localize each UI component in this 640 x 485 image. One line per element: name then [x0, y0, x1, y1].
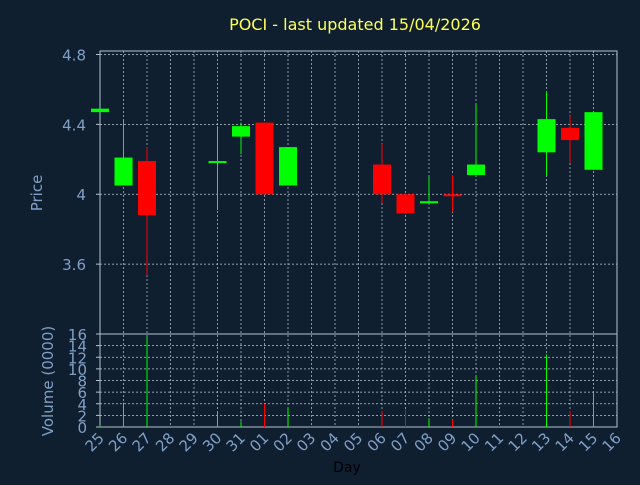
x-tick-label-08: 08	[411, 429, 437, 455]
x-tick-label-16: 16	[599, 429, 625, 455]
volume-tick-label: 10	[68, 361, 87, 379]
x-axis-label: Day	[333, 460, 361, 476]
volume-tick-label: 2	[77, 407, 87, 425]
volume-tick-label: 12	[68, 349, 87, 367]
x-tick-label-13: 13	[528, 429, 554, 455]
chart-title: POCI - last updated 15/04/2026	[229, 15, 481, 34]
x-tick-label-31: 31	[223, 429, 249, 455]
volume-tick-label: 8	[77, 373, 87, 391]
x-tick-label-28: 28	[152, 429, 178, 455]
candle-body-14	[561, 127, 579, 141]
candle-body-15	[584, 112, 603, 170]
price-axis-label: Price	[28, 175, 46, 212]
x-tick-label-03: 03	[293, 429, 319, 455]
plot-layer: 3.644.44.8024681012141625262728293031010…	[62, 46, 625, 455]
x-tick-label-10: 10	[458, 429, 484, 455]
volume-tick-label: 16	[68, 326, 87, 344]
x-tick-label-06: 06	[364, 429, 390, 455]
x-tick-label-01: 01	[246, 429, 272, 455]
x-tick-label-26: 26	[105, 429, 131, 455]
x-tick-label-05: 05	[340, 429, 366, 455]
candle-body-01	[255, 122, 274, 195]
volume-panel-frame	[99, 333, 618, 428]
price-tick-label: 4.4	[62, 116, 86, 134]
candle-body-25	[91, 108, 109, 113]
price-tick-label: 3.6	[62, 256, 86, 274]
candle-body-31	[232, 126, 250, 137]
candle-body-09	[443, 194, 462, 197]
candle-body-08	[420, 201, 438, 204]
candle-body-02	[279, 147, 297, 186]
x-tick-label-29: 29	[176, 429, 202, 455]
x-tick-label-14: 14	[552, 429, 578, 455]
volume-tick-label: 6	[77, 384, 87, 402]
volume-tick-label: 14	[68, 338, 87, 356]
volume-tick-label: 0	[77, 419, 87, 437]
x-tick-label-30: 30	[199, 429, 225, 455]
volume-axis-label: Volume (0000)	[39, 326, 57, 436]
price-tick-label: 4	[76, 186, 86, 204]
x-tick-label-27: 27	[129, 429, 155, 455]
x-tick-label-09: 09	[434, 429, 460, 455]
candle-body-06	[373, 164, 391, 195]
x-tick-label-11: 11	[481, 429, 507, 455]
candle-body-27	[138, 161, 156, 216]
candle-body-07	[396, 194, 415, 214]
candle-body-13	[537, 119, 556, 153]
price-tick-label: 4.8	[62, 46, 86, 64]
x-tick-label-12: 12	[505, 429, 531, 455]
x-tick-label-07: 07	[387, 429, 413, 455]
x-tick-label-02: 02	[270, 429, 296, 455]
x-tick-label-15: 15	[575, 429, 601, 455]
volume-tick-label: 4	[77, 396, 87, 414]
x-tick-label-04: 04	[317, 429, 343, 455]
candle-body-26	[114, 157, 133, 186]
candle-body-30	[208, 161, 227, 164]
candle-body-10	[467, 164, 485, 176]
